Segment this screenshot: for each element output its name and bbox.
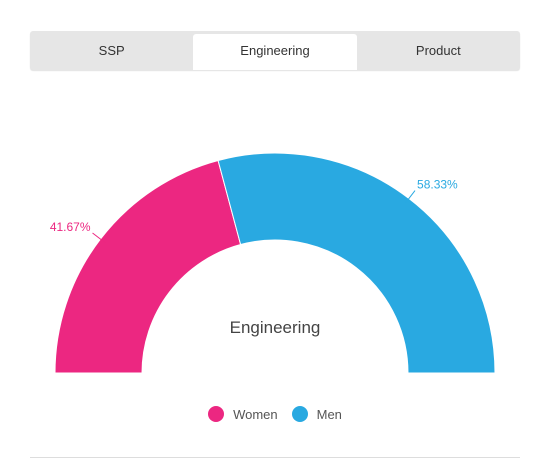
label-connector-men (404, 190, 416, 204)
slice-men[interactable] (217, 152, 496, 374)
legend-swatch-men (291, 406, 308, 422)
label-connector-women (92, 232, 106, 244)
tab-ssp[interactable]: SSP (98, 43, 125, 58)
legend-item-men[interactable]: Men (291, 406, 342, 422)
data-label-men: 58.33% (417, 178, 458, 192)
legend-label-women: Women (233, 406, 278, 422)
tab-engineering[interactable]: Engineering (193, 34, 357, 70)
chart-legend: Women Men (0, 406, 550, 422)
data-label-women: 41.67% (50, 220, 91, 234)
bottom-divider (30, 457, 520, 458)
slice-women[interactable] (54, 159, 242, 374)
tab-bar: SSP Engineering Product (30, 31, 520, 70)
legend-label-men: Men (316, 406, 342, 422)
semi-donut-chart: 41.67% 58.33% Engineering (50, 152, 496, 374)
legend-swatch-women (208, 406, 225, 422)
tab-product[interactable]: Product (415, 43, 461, 58)
legend-item-women[interactable]: Women (208, 406, 278, 422)
chart-center-label: Engineering (230, 318, 321, 337)
